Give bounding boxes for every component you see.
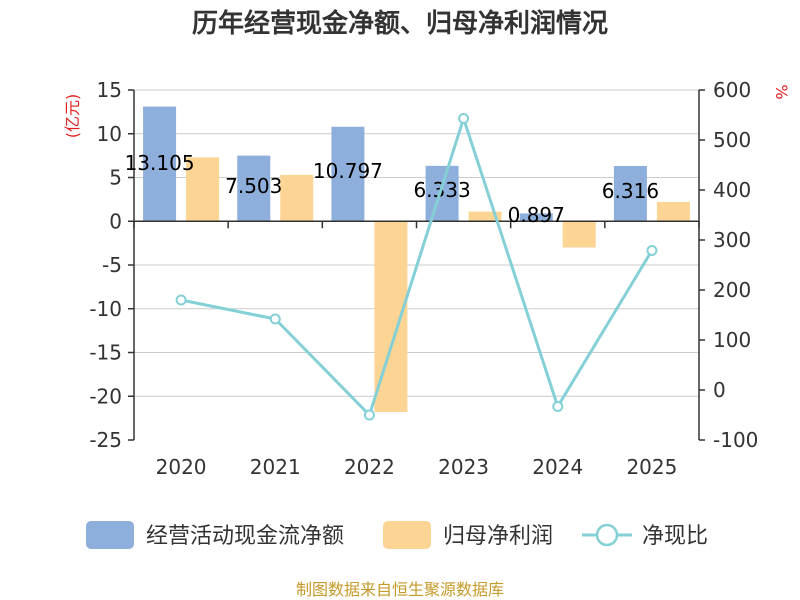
bar-cash-flow-2021 (237, 155, 271, 222)
data-label-2025: 6.316 (602, 179, 659, 203)
left-tick-label: 0 (109, 209, 122, 233)
left-axis-unit: (亿元) (63, 94, 82, 139)
ratio-point-2023 (458, 113, 470, 124)
bar-net-profit-2020 (186, 157, 220, 222)
left-tick-label: -15 (89, 341, 122, 365)
data-label-2021: 7.503 (225, 174, 282, 198)
bar-cash-flow-2023 (425, 165, 459, 222)
data-label-2020: 13.105 (125, 151, 195, 175)
ratio-point-2025 (646, 245, 658, 256)
legend-item-cash-flow[interactable]: 经营活动现金流净额 (86, 521, 344, 549)
right-tick-label: 600 (713, 78, 751, 102)
ratio-line-layer (175, 113, 658, 421)
right-tick-label: 500 (713, 128, 751, 152)
legend-label: 净现比 (642, 524, 708, 549)
bar-net-profit-2024 (562, 221, 596, 248)
right-axis-unit: % (772, 84, 791, 99)
legend-swatch (86, 521, 134, 549)
x-tick-label: 2024 (532, 455, 583, 479)
axes-layer: 15 10 5 0 -5 -10 -15 -20 -25 600 500 400 300 200 100 0 -… (63, 78, 791, 479)
left-tick-label: -10 (89, 297, 122, 321)
bar-cash-flow-2024 (519, 213, 553, 222)
bar-cash-flow-2022 (331, 126, 365, 222)
x-tick-label: 2025 (626, 455, 677, 479)
x-tick-label: 2023 (438, 455, 489, 479)
bar-cash-flow-2025 (613, 165, 647, 222)
right-tick-label: 0 (713, 378, 726, 402)
bar-net-profit-2023 (468, 211, 502, 222)
data-label-2022: 10.797 (313, 159, 383, 183)
legend-item-net-profit[interactable]: 归母净利润 (383, 521, 553, 549)
x-tick-label: 2022 (344, 455, 395, 479)
left-tick-label: -5 (102, 253, 122, 277)
left-tick-label: 5 (109, 166, 122, 190)
bar-cash-flow-2020 (143, 106, 177, 222)
left-tick-label: -25 (89, 428, 122, 452)
bar-net-profit-2021 (280, 174, 314, 222)
legend-label: 经营活动现金流净额 (146, 524, 344, 549)
data-label-2024: 0.897 (508, 203, 565, 227)
ratio-point-2020 (175, 294, 187, 306)
right-tick-label: 400 (713, 178, 751, 202)
x-tick-label: 2021 (250, 455, 301, 479)
ratio-point-2022 (363, 409, 375, 421)
grid-layer (134, 89, 699, 397)
legend-marker (595, 523, 619, 547)
right-tick-label: -100 (713, 428, 758, 452)
source-note: 制图数据来自恒生聚源数据库 (296, 580, 504, 599)
ratio-line (180, 113, 654, 418)
right-tick-label: 100 (713, 328, 751, 352)
bar-net-profit-2025 (656, 202, 690, 222)
x-tick-label: 2020 (156, 455, 207, 479)
left-tick-label: 10 (97, 122, 122, 146)
bars-layer (143, 106, 690, 412)
legend-swatch (383, 521, 431, 549)
legend-label: 归母净利润 (443, 524, 553, 549)
left-tick-label: 15 (97, 78, 122, 102)
legend[interactable]: 经营活动现金流净额 归母净利润 净现比 (86, 521, 708, 549)
chart-title: 历年经营现金净额、归母净利润情况 (192, 8, 608, 39)
ratio-point-2021 (269, 313, 281, 325)
right-tick-label: 300 (713, 228, 751, 252)
left-tick-label: -20 (89, 384, 122, 408)
ratio-point-2024 (552, 401, 564, 412)
legend-item-ratio[interactable]: 净现比 (582, 523, 708, 549)
right-tick-label: 200 (713, 278, 751, 302)
